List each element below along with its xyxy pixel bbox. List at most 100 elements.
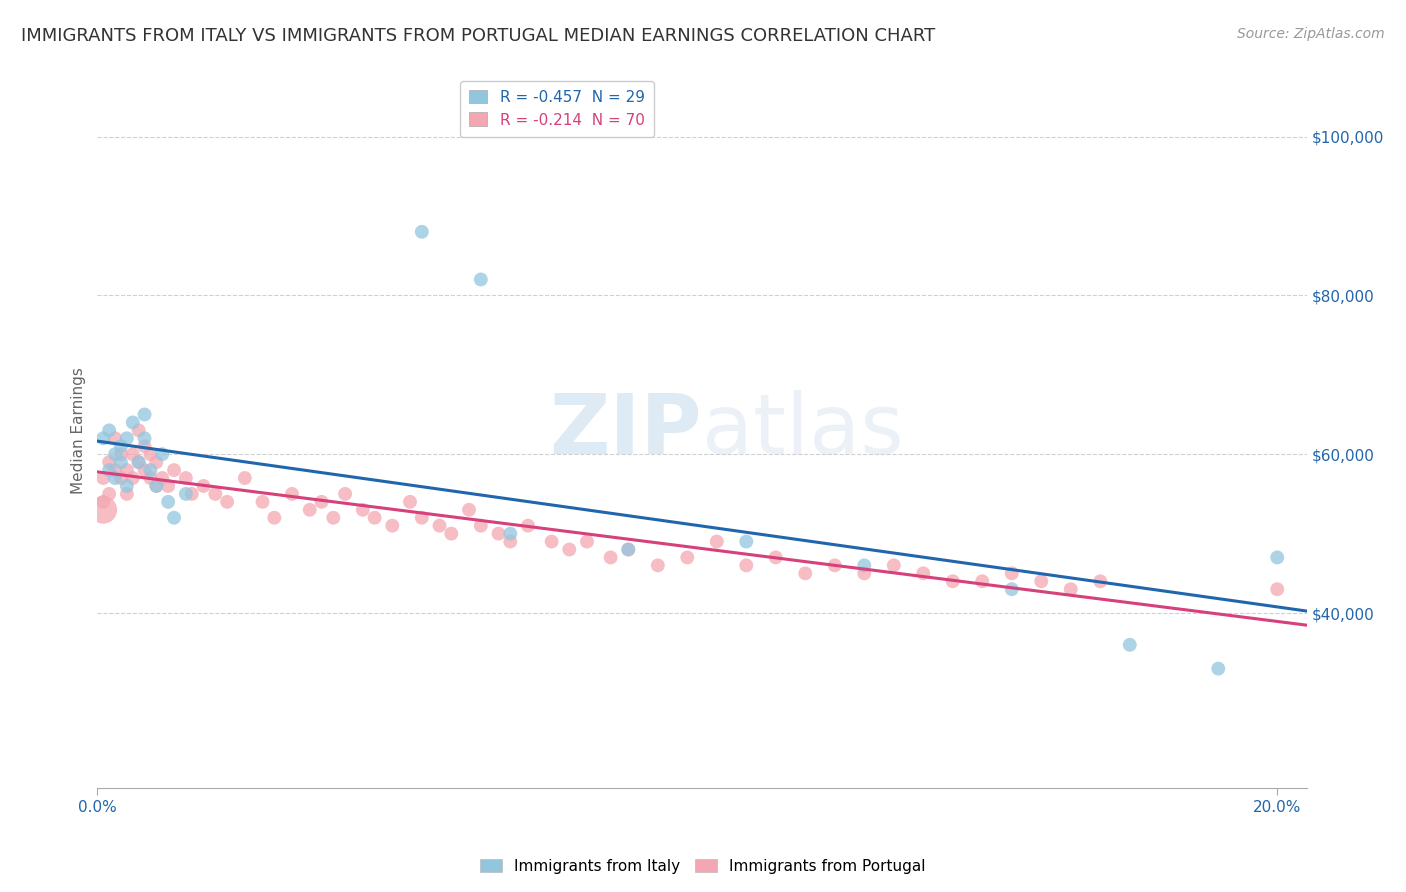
Point xyxy=(145,479,167,493)
Point xyxy=(157,495,180,509)
Point xyxy=(470,272,492,286)
Point xyxy=(134,431,156,445)
Point xyxy=(517,518,540,533)
Point xyxy=(281,487,304,501)
Point xyxy=(91,431,114,445)
Point xyxy=(322,510,344,524)
Point xyxy=(91,495,114,509)
Point xyxy=(263,510,285,524)
Point xyxy=(942,574,965,589)
Point xyxy=(1060,582,1083,597)
Point xyxy=(104,463,127,477)
Point xyxy=(134,439,156,453)
Point xyxy=(1031,574,1053,589)
Point xyxy=(912,566,935,581)
Point xyxy=(98,455,121,469)
Point xyxy=(163,510,186,524)
Point xyxy=(134,408,156,422)
Point xyxy=(558,542,581,557)
Point xyxy=(311,495,333,509)
Point xyxy=(128,455,150,469)
Point xyxy=(735,558,758,573)
Point xyxy=(115,431,138,445)
Point xyxy=(1265,550,1288,565)
Point xyxy=(121,447,143,461)
Point xyxy=(128,423,150,437)
Point xyxy=(298,503,321,517)
Point xyxy=(252,495,274,509)
Point xyxy=(150,447,173,461)
Point xyxy=(145,455,167,469)
Point xyxy=(233,471,256,485)
Point xyxy=(128,455,150,469)
Point xyxy=(853,566,876,581)
Point xyxy=(91,471,114,485)
Point xyxy=(110,471,132,485)
Point xyxy=(794,566,817,581)
Point xyxy=(104,447,127,461)
Point xyxy=(110,455,132,469)
Point xyxy=(617,542,640,557)
Point xyxy=(193,479,215,493)
Point xyxy=(180,487,202,501)
Point xyxy=(134,463,156,477)
Legend: R = -0.457  N = 29, R = -0.214  N = 70: R = -0.457 N = 29, R = -0.214 N = 70 xyxy=(460,80,654,136)
Y-axis label: Median Earnings: Median Earnings xyxy=(72,367,86,494)
Point xyxy=(488,526,510,541)
Point xyxy=(110,439,132,453)
Point xyxy=(411,225,433,239)
Point xyxy=(1001,566,1024,581)
Point xyxy=(499,534,522,549)
Point xyxy=(1090,574,1112,589)
Point xyxy=(499,526,522,541)
Point xyxy=(399,495,422,509)
Point xyxy=(765,550,787,565)
Point xyxy=(121,416,143,430)
Point xyxy=(599,550,621,565)
Point xyxy=(411,510,433,524)
Point xyxy=(617,542,640,557)
Point xyxy=(91,503,114,517)
Text: ZIP: ZIP xyxy=(550,390,702,471)
Point xyxy=(139,463,162,477)
Point xyxy=(115,463,138,477)
Point xyxy=(110,447,132,461)
Point xyxy=(333,487,356,501)
Point xyxy=(540,534,562,549)
Point xyxy=(115,487,138,501)
Point xyxy=(1265,582,1288,597)
Text: IMMIGRANTS FROM ITALY VS IMMIGRANTS FROM PORTUGAL MEDIAN EARNINGS CORRELATION CH: IMMIGRANTS FROM ITALY VS IMMIGRANTS FROM… xyxy=(21,27,935,45)
Point xyxy=(647,558,669,573)
Point xyxy=(429,518,451,533)
Point xyxy=(104,431,127,445)
Point xyxy=(139,471,162,485)
Point xyxy=(204,487,226,501)
Point xyxy=(381,518,404,533)
Point xyxy=(440,526,463,541)
Point xyxy=(174,487,197,501)
Point xyxy=(470,518,492,533)
Point xyxy=(98,423,121,437)
Point xyxy=(824,558,846,573)
Point xyxy=(458,503,481,517)
Point xyxy=(883,558,905,573)
Point xyxy=(735,534,758,549)
Legend: Immigrants from Italy, Immigrants from Portugal: Immigrants from Italy, Immigrants from P… xyxy=(474,853,932,880)
Point xyxy=(98,487,121,501)
Point xyxy=(1001,582,1024,597)
Point xyxy=(676,550,699,565)
Point xyxy=(145,479,167,493)
Text: Source: ZipAtlas.com: Source: ZipAtlas.com xyxy=(1237,27,1385,41)
Point xyxy=(363,510,385,524)
Point xyxy=(706,534,728,549)
Point xyxy=(1119,638,1142,652)
Point xyxy=(352,503,374,517)
Point xyxy=(157,479,180,493)
Point xyxy=(139,447,162,461)
Point xyxy=(150,471,173,485)
Point xyxy=(174,471,197,485)
Text: atlas: atlas xyxy=(702,390,904,471)
Point xyxy=(121,471,143,485)
Point xyxy=(163,463,186,477)
Point xyxy=(217,495,239,509)
